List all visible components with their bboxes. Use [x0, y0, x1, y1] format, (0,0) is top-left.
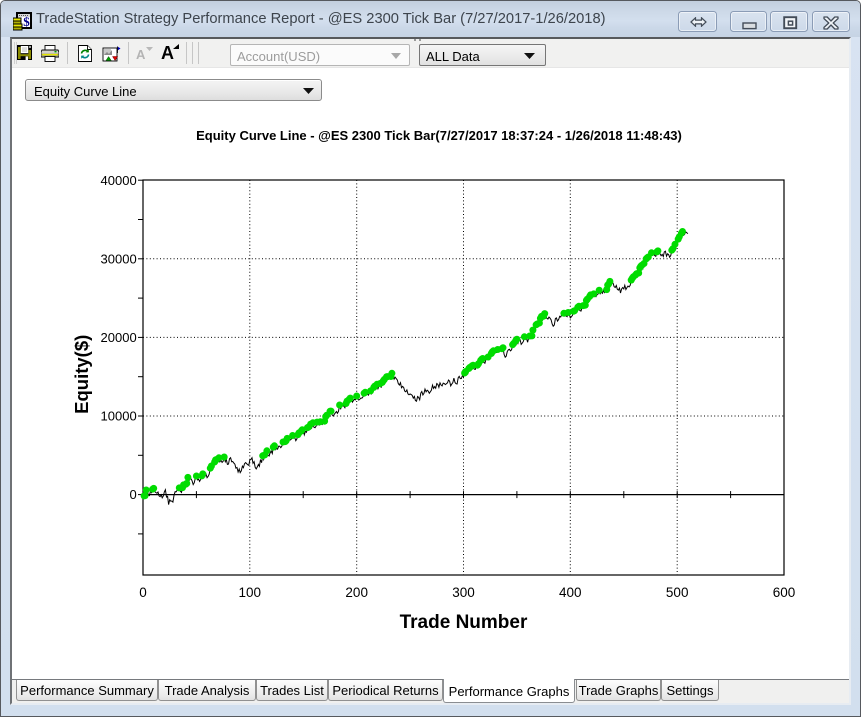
- svg-text:$: $: [23, 14, 30, 29]
- svg-text:600: 600: [773, 585, 796, 600]
- svg-text:Equity($): Equity($): [71, 335, 92, 414]
- svg-text:Trade Number: Trade Number: [400, 612, 528, 633]
- svg-text:300: 300: [452, 585, 475, 600]
- svg-text:0: 0: [139, 585, 147, 600]
- svg-text:100: 100: [239, 585, 262, 600]
- svg-text:400: 400: [559, 585, 582, 600]
- svg-text:500: 500: [666, 585, 689, 600]
- svg-text:200: 200: [345, 585, 368, 600]
- svg-text:Equity Curve Line - @ES 2300 T: Equity Curve Line - @ES 2300 Tick Bar(7/…: [196, 128, 682, 143]
- svg-text:10000: 10000: [101, 409, 137, 424]
- svg-text:30000: 30000: [101, 251, 137, 266]
- svg-text:40000: 40000: [101, 173, 137, 188]
- svg-text:20000: 20000: [101, 330, 137, 345]
- svg-text:0: 0: [129, 487, 136, 502]
